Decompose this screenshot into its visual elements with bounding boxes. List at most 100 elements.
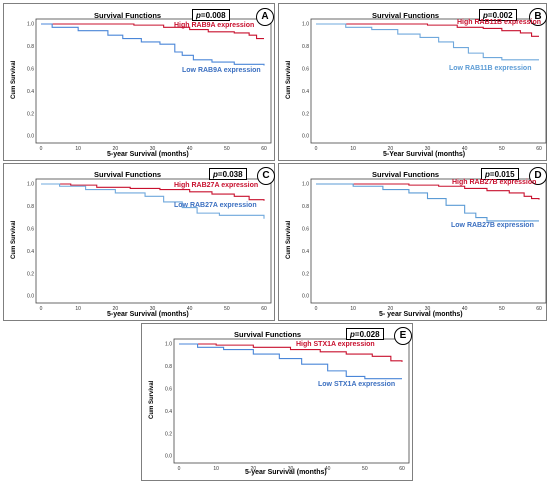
km-plot-c: 0.0 0.2 0.4 0.6 0.8 1.0 0 10 20 30 40 50 60 [27,178,272,312]
y-tick-label: 1.0 [27,182,34,188]
plot-frame [310,178,547,304]
y-tick-label: 0.0 [302,134,309,140]
y-tick-label: 0.8 [27,204,34,210]
y-tick-label: 0.6 [27,227,34,233]
x-axis-label: 5-year Survival (months) [245,469,327,476]
x-tick-label: 60 [261,306,267,312]
legend-high: High RAB27A expression [174,182,259,189]
y-tick-label: 0.4 [27,249,34,255]
p-value: =0.008 [200,11,226,20]
km-plot-e: 0.0 0.2 0.4 0.6 0.8 1.0 0 10 20 30 40 50 60 [165,338,410,472]
x-tick-label: 60 [399,466,405,472]
y-tick-label: 0.8 [27,44,34,50]
x-tick-label: 40 [187,146,193,152]
high-expression-curve [316,23,539,37]
panel-letter: B [529,8,547,26]
x-tick-label: 0 [40,306,43,312]
panel-b: 0.0 0.2 0.4 0.6 0.8 1.0 0 10 20 30 40 50 60 Survival… [278,3,547,161]
x-tick-label: 0 [178,466,181,472]
p-symbol: p [213,170,218,179]
panel-e: 0.0 0.2 0.4 0.6 0.8 1.0 0 10 20 30 40 50 60 Survival… [141,323,413,481]
x-tick-label: 40 [187,306,193,312]
x-axis-label: 5- year Survival (months) [379,311,463,318]
y-tick-label: 0.8 [302,44,309,50]
x-axis-label: 5-year Survival (months) [107,311,189,318]
y-axis-label: Cum Survival [11,220,17,259]
y-axis-label: Cum Survival [11,60,17,99]
y-axis-label: Cum Survival [286,60,292,99]
p-value: =0.015 [489,170,515,179]
y-tick-label: 0.6 [165,387,172,393]
plot-frame [173,338,410,464]
x-tick-label: 30 [425,306,431,312]
legend-high: High RAB27B expression [452,179,537,186]
plot-frame [35,18,272,144]
y-tick-label: 0.0 [27,134,34,140]
x-tick-label: 50 [224,146,230,152]
p-value: =0.028 [354,330,380,339]
x-tick-label: 20 [113,306,119,312]
x-axis-label: 5-Year Survival (months) [383,151,466,158]
chart-title: Survival Functions [372,11,440,20]
x-tick-label: 20 [113,146,119,152]
km-plot-d: 0.0 0.2 0.4 0.6 0.8 1.0 0 10 20 30 40 50 60 [302,178,547,312]
legend-low: Low RAB11B expression [449,65,532,72]
panel-d: 0.0 0.2 0.4 0.6 0.8 1.0 0 10 20 30 40 50 60 Survival… [278,163,547,321]
legend-high: High RAB9A expression [174,22,255,29]
y-tick-label: 0.4 [302,249,309,255]
x-tick-label: 20 [388,306,394,312]
y-tick-label: 0.4 [302,89,309,95]
legend-low: Low STX1A expression [318,381,396,388]
x-tick-label: 20 [388,146,394,152]
x-tick-label: 0 [40,146,43,152]
x-tick-label: 20 [251,466,257,472]
x-tick-label: 10 [75,306,81,312]
y-tick-label: 0.4 [27,89,34,95]
x-tick-label: 10 [213,466,219,472]
p-value-box: p=0.028 [346,328,384,340]
p-value: =0.038 [217,170,243,179]
y-tick-label: 0.4 [165,409,172,415]
x-tick-label: 0 [315,306,318,312]
legend-high: High STX1A expression [296,341,375,348]
x-tick-label: 10 [350,146,356,152]
legend-high: High RAB11B expression [457,19,542,26]
km-plot-a: 0.0 0.2 0.4 0.6 0.8 1.0 0 10 20 30 40 50 60 [27,18,272,152]
x-axis-label: 5-year Survival (months) [107,151,189,158]
x-tick-label: 40 [462,146,468,152]
legend-low: Low RAB27B expression [451,222,534,229]
chart-title: Survival Functions [94,11,162,20]
x-tick-label: 50 [499,146,505,152]
km-plot-b: 0.0 0.2 0.4 0.6 0.8 1.0 0 10 20 30 40 50 60 [302,18,547,152]
high-expression-curve [316,183,540,200]
y-tick-label: 0.0 [302,294,309,300]
y-tick-label: 0.2 [302,271,309,277]
legend-low: Low RAB9A expression [182,67,261,74]
low-expression-curve [316,183,539,222]
x-tick-label: 50 [362,466,368,472]
x-tick-label: 60 [536,146,542,152]
y-tick-label: 0.6 [27,67,34,73]
y-tick-label: 0.8 [302,204,309,210]
panel-letter: C [257,167,275,185]
chart-title: Survival Functions [234,330,302,339]
p-symbol: p [485,170,490,179]
panel-letter: D [529,167,547,185]
plot-frame [310,18,547,144]
x-tick-label: 60 [261,146,267,152]
legend-low: Low RAB27A expression [174,202,257,209]
high-expression-curve [41,183,265,201]
panel-c: 0.0 0.2 0.4 0.6 0.8 1.0 0 10 20 30 40 50 60 Survival… [3,163,275,321]
p-symbol: p [350,330,355,339]
x-tick-label: 50 [499,306,505,312]
panel-letter: E [394,327,412,345]
x-tick-label: 40 [325,466,331,472]
y-tick-label: 1.0 [165,342,172,348]
panel-letter: A [256,8,274,26]
low-expression-curve [41,23,265,66]
panel-a: 0.0 0.2 0.4 0.6 0.8 1.0 0 10 20 30 40 50 60 Survival… [3,3,275,161]
low-expression-curve [316,23,539,61]
x-tick-label: 30 [150,306,156,312]
y-tick-label: 0.2 [27,111,34,117]
p-value-box: p=0.002 [479,9,517,21]
